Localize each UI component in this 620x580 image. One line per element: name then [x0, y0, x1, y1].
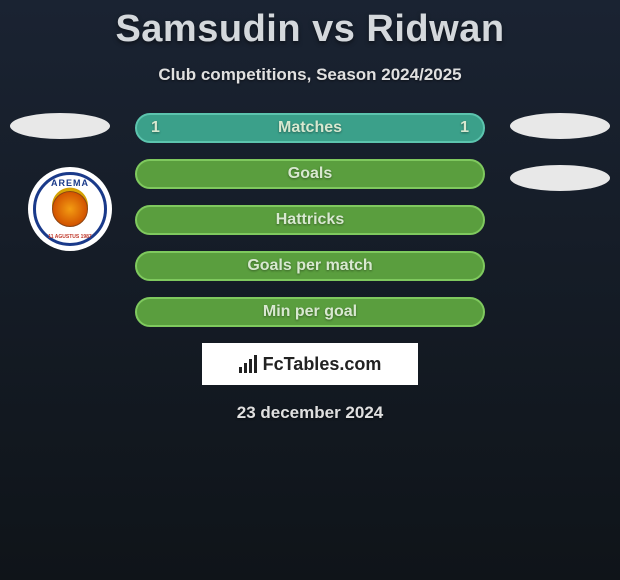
- badge-inner: AREMA 11 AGUSTUS 1987: [33, 172, 107, 246]
- content-area: AREMA 11 AGUSTUS 1987 1 Matches 1 Goals …: [0, 113, 620, 423]
- stat-label: Matches: [278, 119, 342, 137]
- stat-label: Goals per match: [247, 257, 372, 275]
- stat-bar-min-per-goal: Min per goal: [135, 297, 485, 327]
- right-player-oval-1: [510, 113, 610, 139]
- brand-box: FcTables.com: [202, 343, 418, 385]
- right-player-oval-2: [510, 165, 610, 191]
- stats-bars: 1 Matches 1 Goals Hattricks Goals per ma…: [135, 113, 485, 327]
- stat-right-value: 1: [460, 119, 469, 137]
- stat-bar-matches: 1 Matches 1: [135, 113, 485, 143]
- lion-icon: [52, 191, 88, 227]
- stat-bar-goals: Goals: [135, 159, 485, 189]
- stat-label: Goals: [288, 165, 332, 183]
- stat-bar-goals-per-match: Goals per match: [135, 251, 485, 281]
- badge-top-text: AREMA: [51, 178, 89, 188]
- club-badge: AREMA 11 AGUSTUS 1987: [28, 167, 112, 251]
- left-player-oval: [10, 113, 110, 139]
- stat-label: Min per goal: [263, 303, 357, 321]
- stat-left-value: 1: [151, 119, 160, 137]
- stat-label: Hattricks: [276, 211, 344, 229]
- badge-bottom-text: 11 AGUSTUS 1987: [48, 234, 91, 240]
- page-subtitle: Club competitions, Season 2024/2025: [0, 65, 620, 85]
- chart-icon: [239, 355, 257, 373]
- date-text: 23 december 2024: [0, 403, 620, 423]
- page-title: Samsudin vs Ridwan: [0, 0, 620, 51]
- brand-text: FcTables.com: [263, 354, 382, 375]
- stat-bar-hattricks: Hattricks: [135, 205, 485, 235]
